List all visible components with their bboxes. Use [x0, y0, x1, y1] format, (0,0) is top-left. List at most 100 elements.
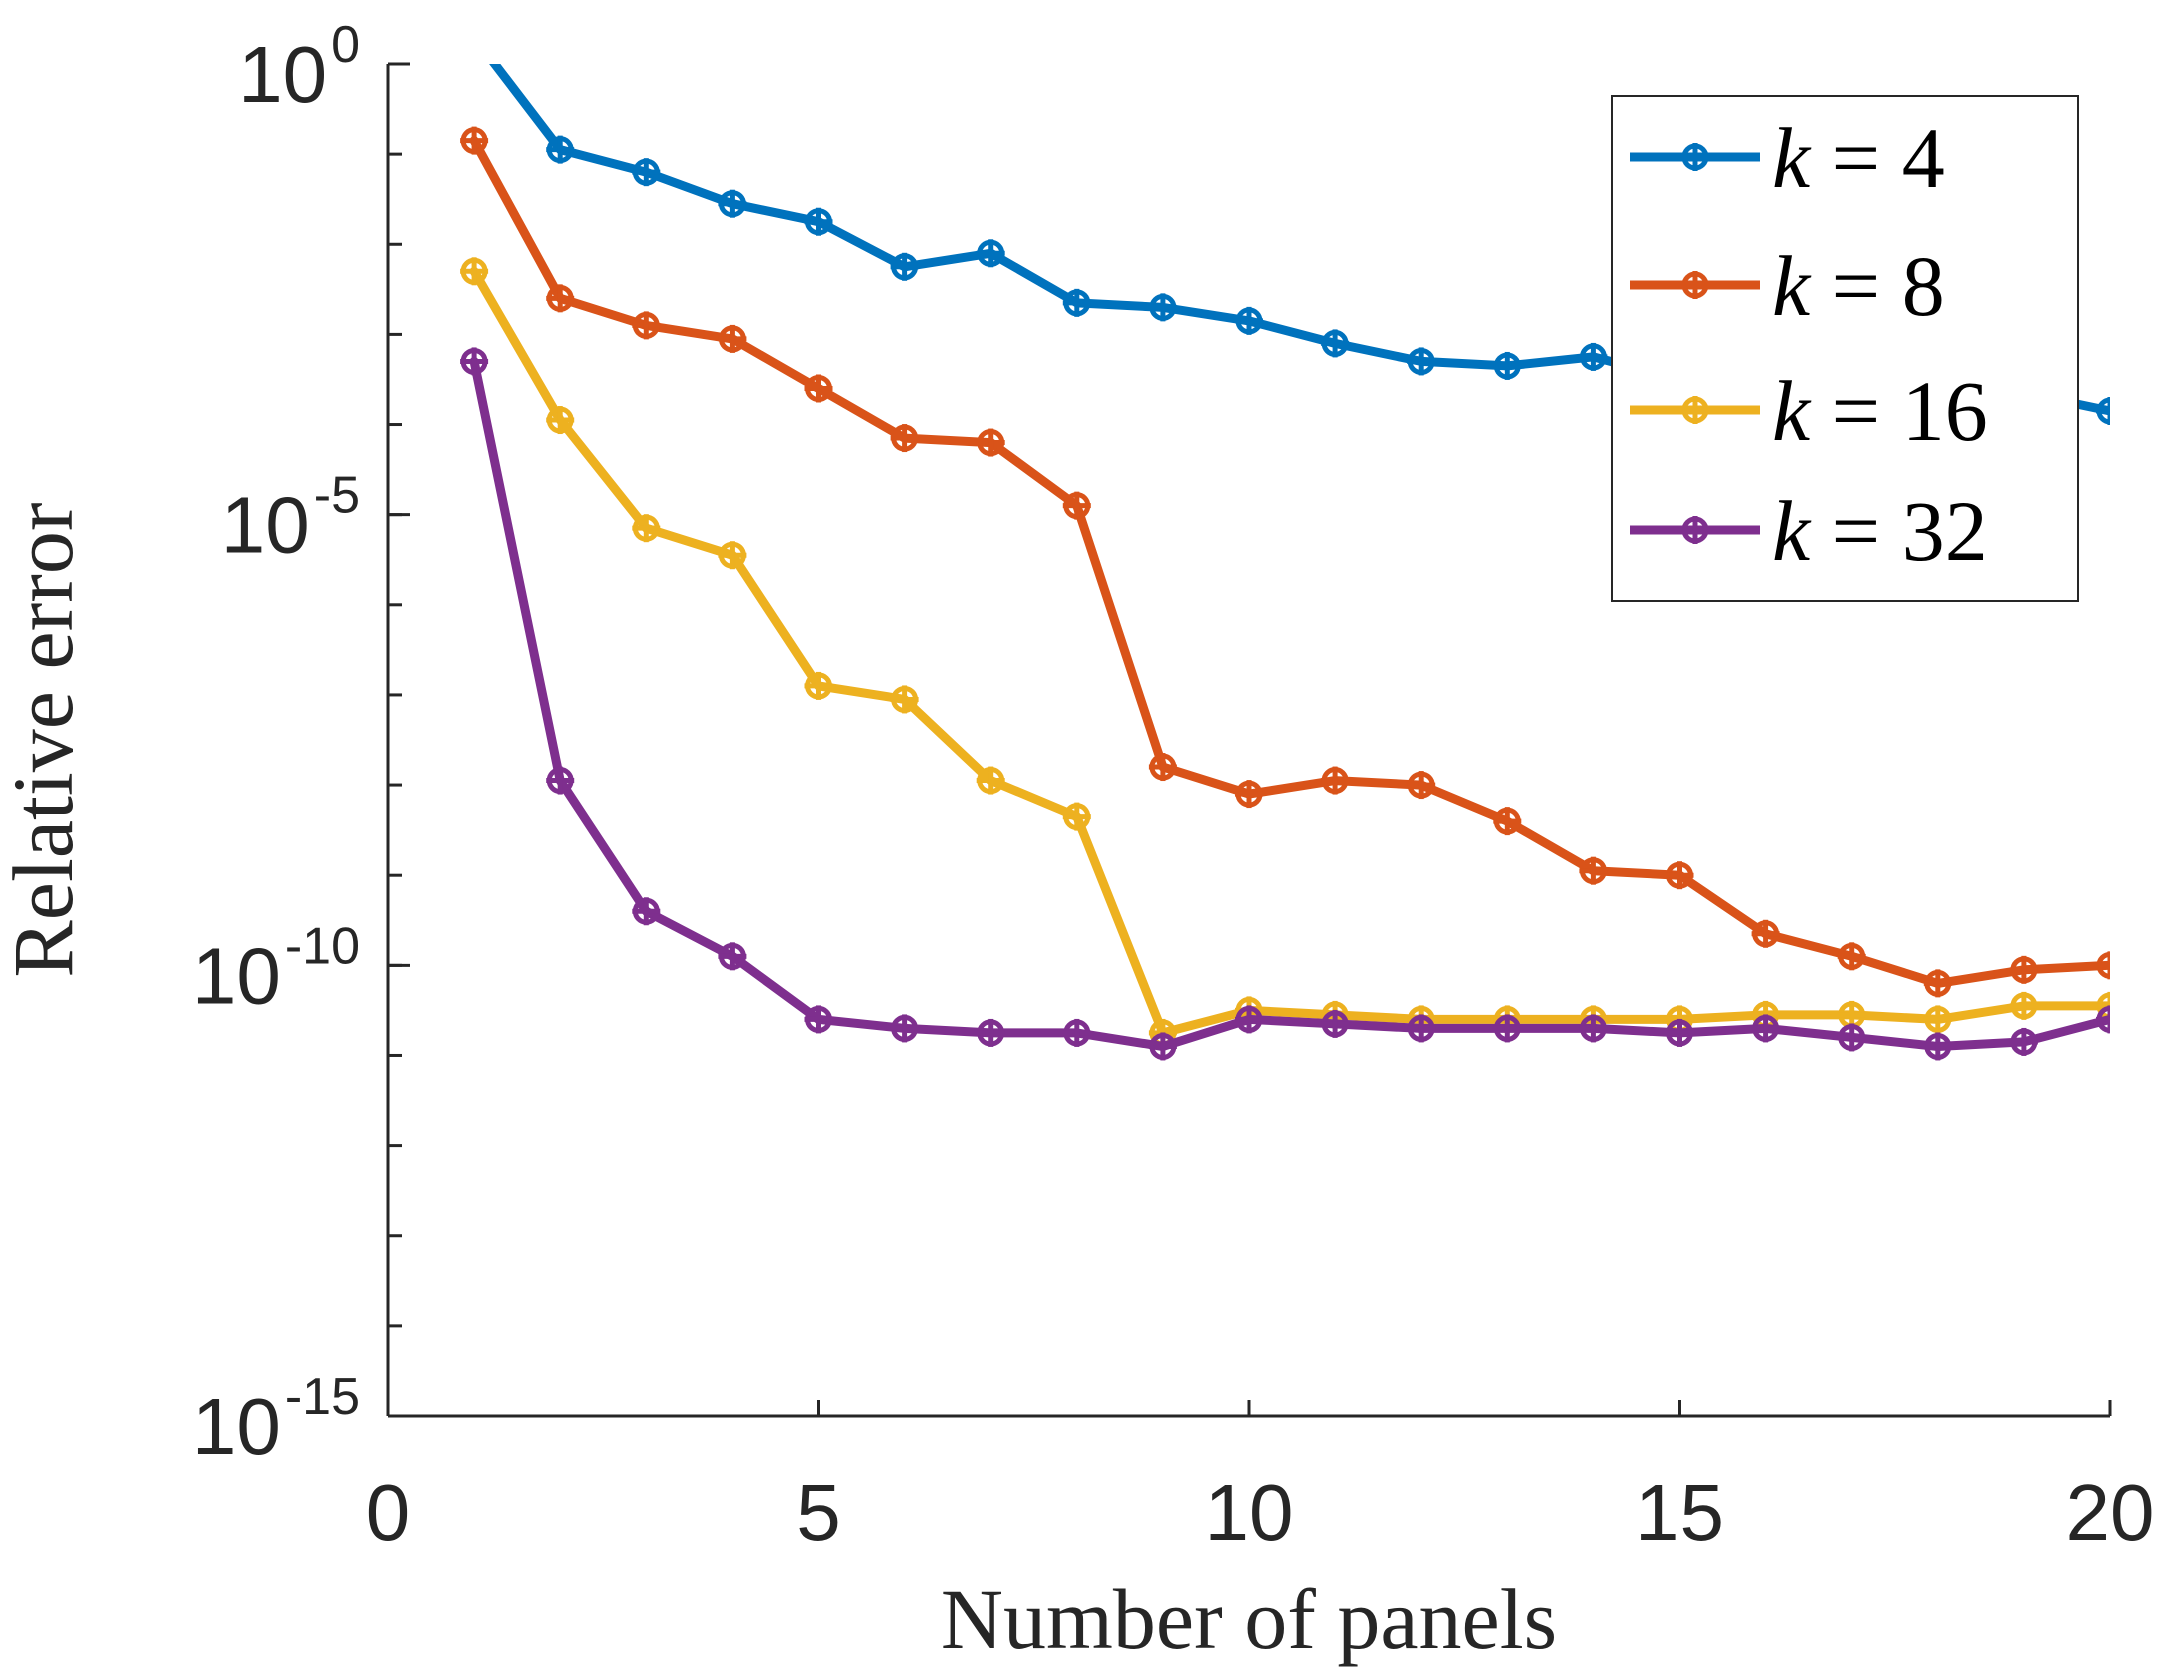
x-ticks: 0 5 10 15 20 [366, 1400, 2155, 1557]
legend-marker [1681, 516, 1709, 544]
data-point [718, 324, 747, 353]
series-line-k32 [469, 356, 2110, 1051]
data-point [2009, 955, 2038, 984]
data-point [1751, 919, 1780, 948]
data-point [976, 1018, 1005, 1047]
data-point [976, 766, 1005, 795]
y-tick-exponent: -10 [285, 917, 360, 975]
data-point [1321, 329, 1350, 358]
data-point [2096, 991, 2110, 1020]
data-point [1235, 1005, 1263, 1034]
legend-label: k = 32 [1772, 483, 1988, 579]
data-point [2096, 397, 2110, 426]
data-point [718, 942, 747, 971]
series-line-k8 [469, 136, 2110, 988]
legend: k = 4 k = 8 k = 16 k = 32 [1611, 95, 2079, 602]
data-point [1837, 1023, 1866, 1052]
y-tick-label: 10 [192, 931, 281, 1020]
data-point [804, 671, 833, 700]
legend-entry-k16: k = 16 [1630, 363, 1988, 459]
data-point [1235, 780, 1263, 809]
series-k8 [460, 126, 2110, 998]
data-point [632, 158, 661, 187]
data-point [546, 766, 575, 795]
data-point [2009, 991, 2038, 1020]
data-point [546, 135, 575, 164]
data-point [718, 189, 747, 218]
x-tick-label: 15 [1635, 1468, 1724, 1557]
legend-label: k = 8 [1772, 238, 1945, 334]
series-k32 [460, 347, 2110, 1061]
data-point [1407, 347, 1436, 376]
legend-marker [1681, 143, 1709, 171]
y-tick-label: 10 [238, 30, 327, 119]
data-point [1062, 802, 1091, 831]
legend-label: k = 16 [1772, 363, 1988, 459]
y-tick-exponent: 0 [331, 16, 360, 74]
legend-entry-k4: k = 4 [1630, 110, 1945, 206]
data-point [890, 685, 919, 714]
data-point [2096, 951, 2110, 980]
data-point [1923, 969, 1952, 998]
legend-box [1611, 95, 2079, 602]
legend-entry-k8: k = 8 [1630, 238, 1945, 334]
data-point [804, 207, 833, 236]
data-point [632, 311, 661, 340]
data-point [460, 126, 489, 155]
data-point [632, 897, 661, 926]
y-tick-label: 10 [221, 481, 310, 570]
data-point [1751, 1014, 1780, 1043]
legend-entries: k = 4 k = 8 k = 16 k = 32 [1630, 110, 1988, 579]
legend-marker [1681, 396, 1709, 424]
data-point [804, 1005, 833, 1034]
data-point [890, 424, 919, 453]
legend-label: k = 4 [1772, 110, 1945, 206]
data-point [1923, 1005, 1952, 1034]
data-point [460, 257, 489, 286]
data-point [1062, 288, 1091, 317]
x-tick-label: 20 [2066, 1468, 2155, 1557]
data-point [1148, 293, 1177, 322]
series-line-k16 [469, 266, 2110, 1038]
legend-entry-k32: k = 32 [1630, 483, 1988, 579]
data-point [2009, 1027, 2038, 1056]
data-point [546, 284, 575, 313]
data-point [1579, 1014, 1608, 1043]
data-point [1665, 861, 1694, 890]
data-point [976, 239, 1005, 268]
data-point [1493, 807, 1522, 836]
data-point [718, 541, 747, 570]
x-axis-title: Number of panels [941, 1571, 1557, 1667]
data-point [1493, 1014, 1522, 1043]
data-point [1407, 771, 1436, 800]
data-point [976, 428, 1005, 457]
x-tick-label: 5 [796, 1468, 841, 1557]
data-point [1235, 306, 1263, 335]
data-point [890, 1014, 919, 1043]
x-tick-label: 10 [1205, 1468, 1294, 1557]
data-point [460, 347, 489, 376]
data-point [1579, 342, 1608, 371]
data-point [1407, 1014, 1436, 1043]
data-point [890, 252, 919, 281]
data-point [1321, 766, 1350, 795]
data-point [1665, 1018, 1694, 1047]
y-minor-ticks [388, 62, 402, 1418]
data-point [1493, 351, 1522, 380]
data-point [1062, 491, 1091, 520]
series-layer [460, 23, 2110, 1061]
y-tick-exponent: -15 [285, 1368, 360, 1426]
data-point [460, 23, 488, 51]
data-point [1148, 1032, 1177, 1061]
data-point [2096, 1005, 2110, 1034]
y-tick-exponent: -5 [314, 467, 360, 525]
data-point [1321, 1009, 1350, 1038]
y-axis-title: Relative error [0, 502, 91, 977]
data-point [1062, 1018, 1091, 1047]
data-point [804, 374, 833, 403]
data-point [1923, 1032, 1952, 1061]
data-point [632, 514, 661, 543]
data-point [1148, 753, 1177, 782]
